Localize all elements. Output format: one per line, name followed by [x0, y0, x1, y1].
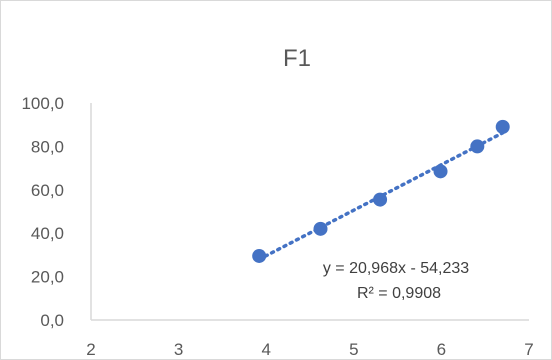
- x-tick-label: 6: [437, 340, 446, 359]
- y-tick-label: 80,0: [31, 137, 64, 156]
- trendline: [257, 131, 505, 262]
- x-axis-ticks: 2 3 4 5 6 7: [86, 340, 533, 359]
- data-point: [470, 139, 485, 154]
- data-point: [495, 119, 510, 134]
- y-tick-label: 60,0: [31, 181, 64, 200]
- x-tick-label: 4: [261, 340, 270, 359]
- data-point: [433, 164, 448, 179]
- x-tick-label: 7: [524, 340, 533, 359]
- chart-title: F1: [283, 45, 311, 72]
- y-tick-label: 100,0: [21, 94, 64, 113]
- x-tick-label: 2: [86, 340, 95, 359]
- y-tick-label: 0,0: [40, 311, 64, 330]
- data-point: [313, 221, 328, 236]
- data-point: [373, 192, 388, 207]
- trendline-r-squared: R² = 0,9908: [357, 285, 441, 302]
- trendline-equation: y = 20,968x - 54,233: [323, 260, 469, 277]
- axes: [90, 103, 529, 321]
- y-tick-label: 40,0: [31, 224, 64, 243]
- x-tick-label: 5: [349, 340, 358, 359]
- x-tick-label: 3: [174, 340, 183, 359]
- y-axis-ticks: 0,0 20,0 40,0 60,0 80,0 100,0: [21, 94, 64, 330]
- y-tick-label: 20,0: [31, 268, 64, 287]
- data-point: [252, 248, 267, 263]
- data-points: [252, 119, 510, 263]
